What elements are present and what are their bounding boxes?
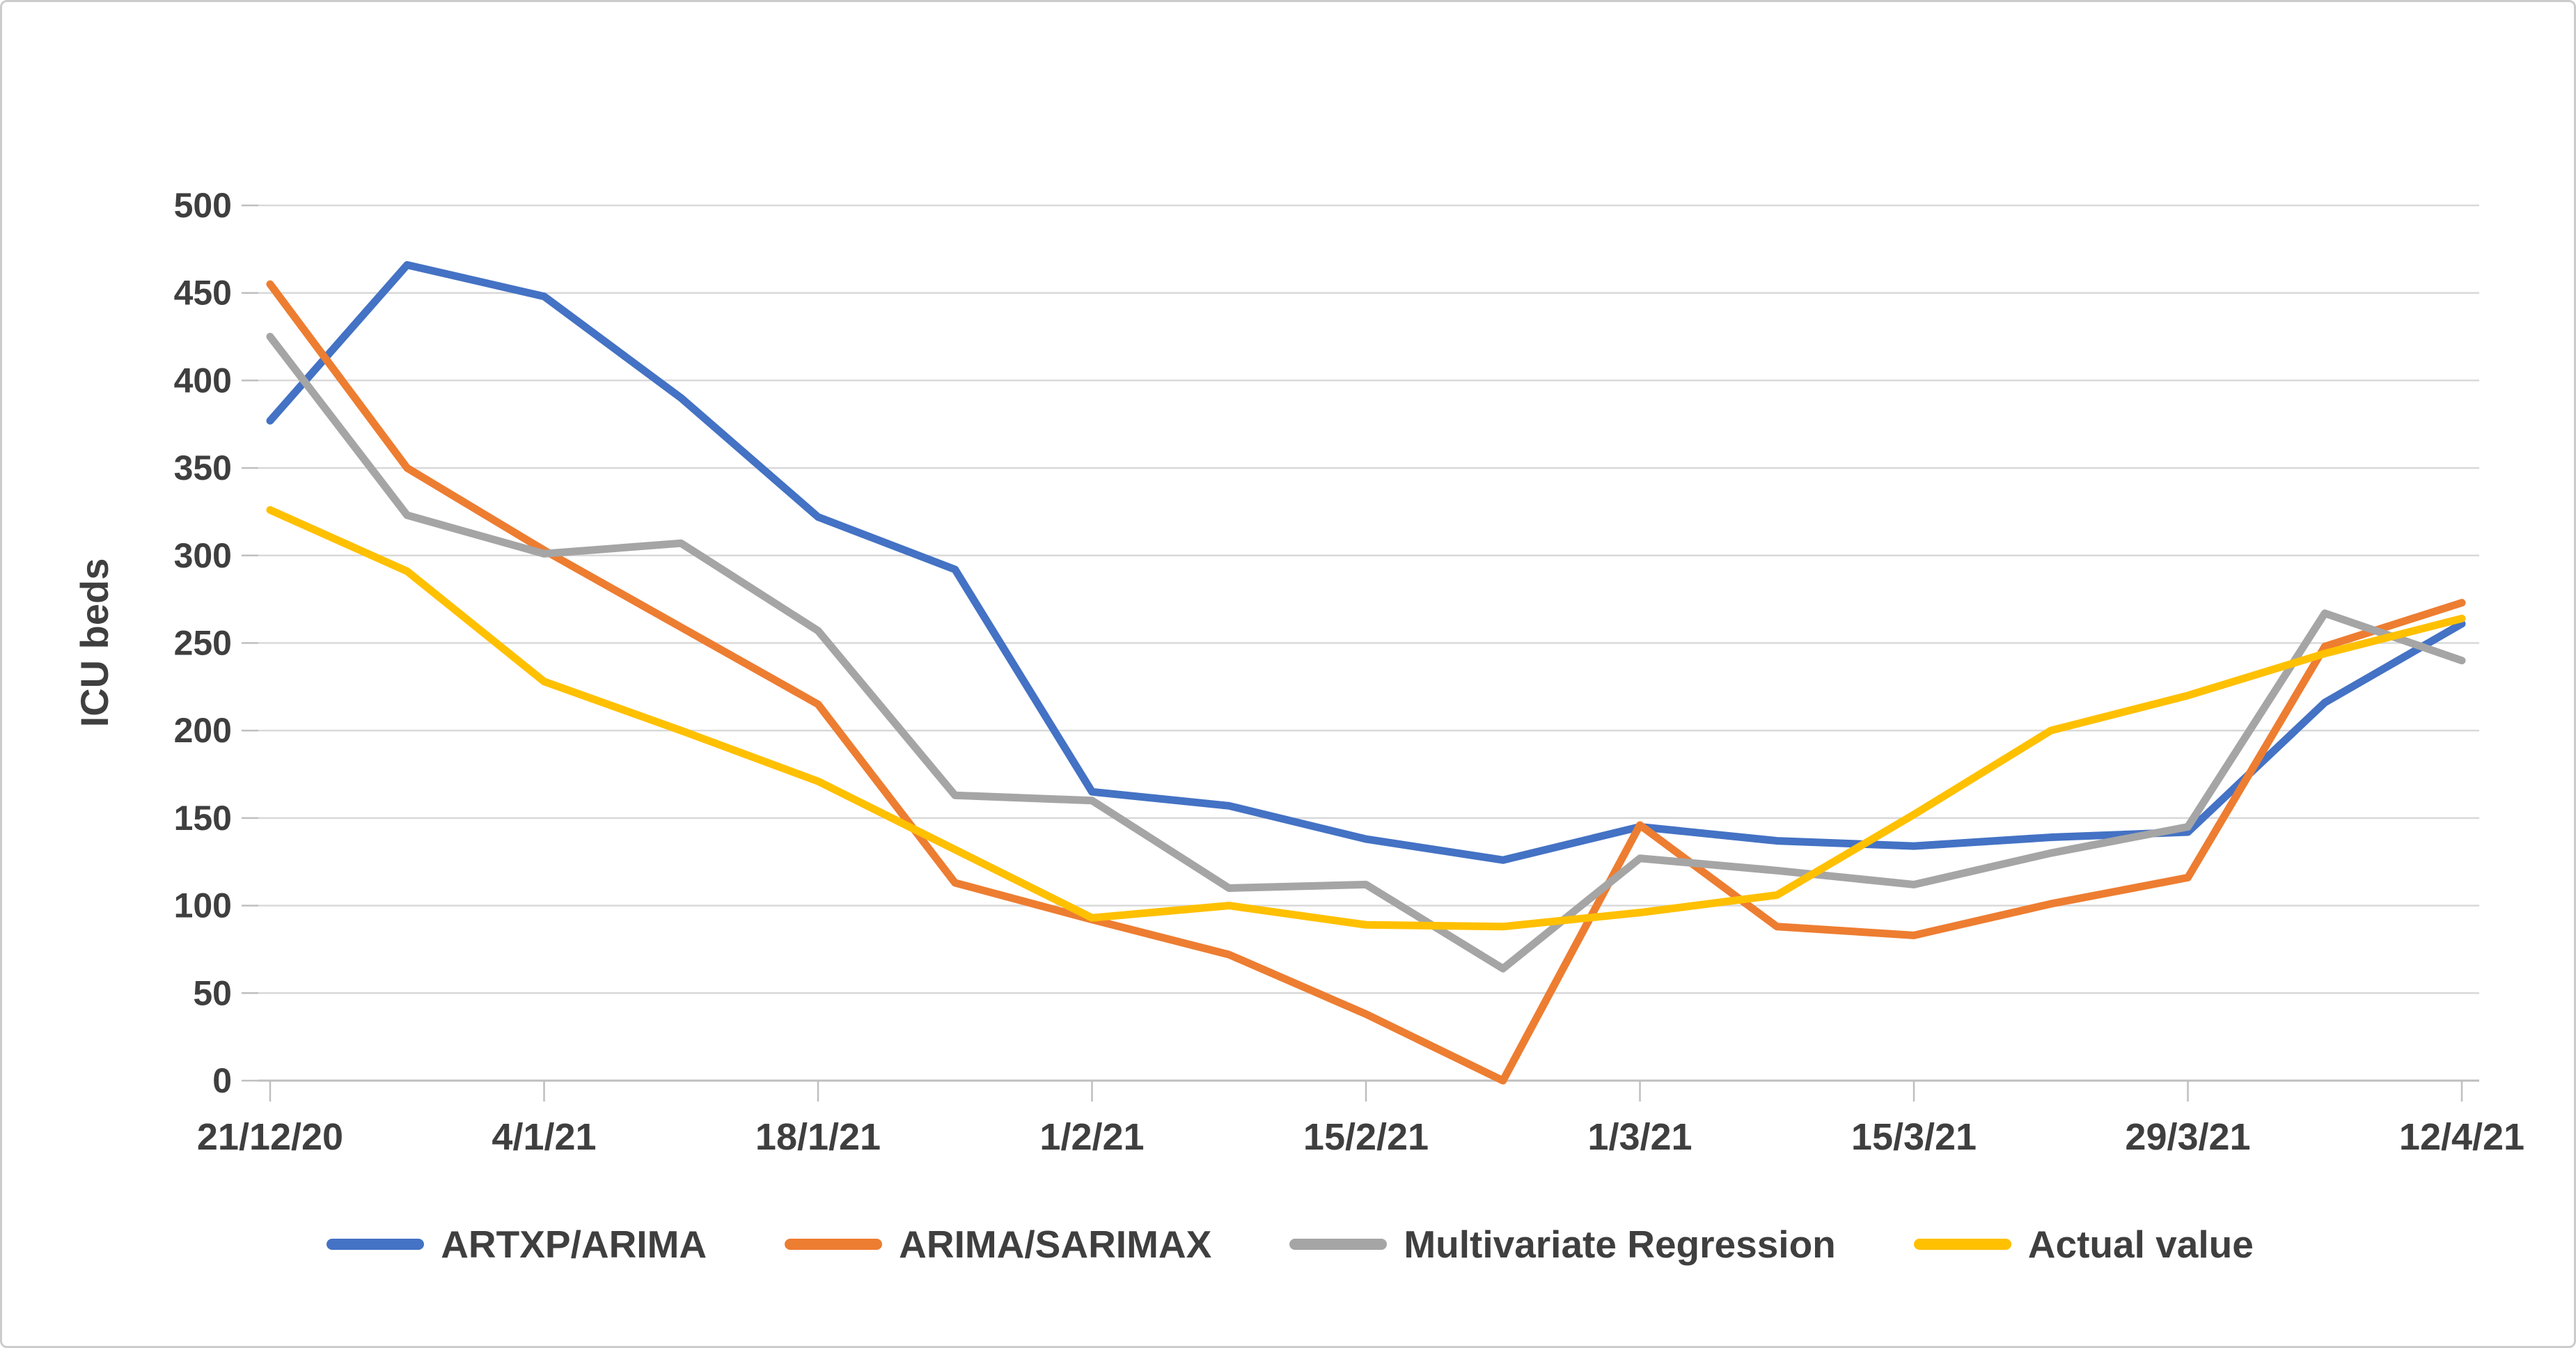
series-lines: [266, 260, 2466, 1085]
legend-label-actual-value: Actual value: [2027, 1223, 2254, 1266]
y-tick-label: 100: [174, 886, 232, 925]
x-tick-label: 29/3/21: [2125, 1116, 2250, 1158]
legend-item-multivariate-regression: Multivariate Regression: [1289, 1222, 1836, 1267]
x-tick-label: 18/1/21: [755, 1116, 881, 1158]
y-tick-label: 450: [174, 274, 232, 313]
legend-marker-arima-sarimax: [785, 1239, 883, 1250]
y-tick-label: 250: [174, 624, 232, 663]
y-axis-title: ICU beds: [72, 558, 116, 728]
x-tick-label: 1/3/21: [1587, 1116, 1692, 1158]
x-tick-labels: 21/12/20 4/1/21 18/1/21 1/2/21 15/2/21 1/3/21…: [197, 1116, 2524, 1158]
y-tick-label: 200: [174, 711, 232, 750]
x-tick-label: 15/2/21: [1303, 1116, 1429, 1158]
legend: ARTXP/ARIMA ARIMA/SARIMAX Multivariate Reg…: [2, 1222, 2574, 1267]
legend-label-arima-sarimax: ARIMA/SARIMAX: [899, 1223, 1212, 1266]
legend-marker-multivariate-regression: [1289, 1239, 1388, 1250]
y-tick-label: 400: [174, 361, 232, 400]
legend-label-artxp-arima: ARTXP/ARIMA: [441, 1223, 707, 1266]
legend-marker-artxp-arima: [327, 1239, 425, 1250]
legend-item-actual-value: Actual value: [1913, 1222, 2254, 1267]
y-tick-label: 150: [174, 799, 232, 838]
x-tick-label: 4/1/21: [492, 1116, 596, 1158]
y-tick-label: 50: [193, 973, 232, 1012]
axis-ticks: [242, 204, 2463, 1102]
legend-item-artxp-arima: ARTXP/ARIMA: [327, 1222, 707, 1267]
x-tick-label: 15/3/21: [1851, 1116, 1977, 1158]
y-tick-label: 350: [174, 448, 232, 487]
y-tick-label: 300: [174, 536, 232, 575]
gridlines: [258, 204, 2479, 1082]
legend-item-arima-sarimax: ARIMA/SARIMAX: [785, 1222, 1211, 1267]
legend-marker-actual-value: [1913, 1239, 2011, 1250]
y-tick-label: 0: [212, 1061, 232, 1100]
series-line-arima-sarimax: [266, 280, 2466, 1085]
series-line-artxp-arima: [266, 260, 2466, 864]
legend-label-multivariate-regression: Multivariate Regression: [1404, 1223, 1836, 1266]
x-tick-label: 21/12/20: [197, 1116, 343, 1158]
x-tick-label: 1/2/21: [1039, 1116, 1144, 1158]
y-tick-label: 500: [174, 186, 232, 225]
series-line-multivariate-regression: [266, 333, 2466, 973]
series-line-actual-value: [266, 505, 2466, 931]
y-tick-labels: 0 50 100 150 200 250 300 350 400 450 500: [174, 186, 232, 1100]
x-tick-label: 12/4/21: [2399, 1116, 2524, 1158]
